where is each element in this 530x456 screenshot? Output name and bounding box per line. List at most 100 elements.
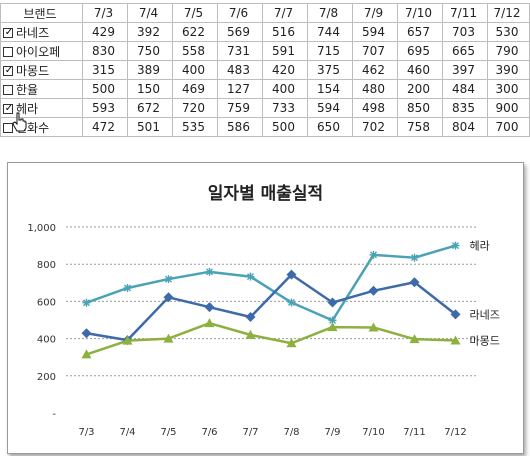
brand-label: 마몽드 — [16, 63, 50, 78]
data-point — [204, 318, 215, 328]
value-cell[interactable]: 790 — [487, 41, 530, 61]
value-cell[interactable]: 569 — [217, 22, 263, 42]
value-cell[interactable]: 731 — [217, 41, 263, 61]
value-cell[interactable]: 315 — [82, 60, 128, 80]
value-cell[interactable]: 397 — [442, 60, 488, 80]
value-cell[interactable]: 707 — [352, 41, 398, 61]
brand-cell: 라네즈 — [0, 22, 83, 42]
value-cell[interactable]: 150 — [127, 79, 173, 99]
value-cell[interactable]: 593 — [82, 98, 128, 118]
value-cell[interactable]: 127 — [217, 79, 263, 99]
data-point — [246, 272, 255, 281]
value-cell[interactable]: 900 — [487, 98, 530, 118]
header-date: 7/7 — [262, 3, 308, 23]
data-point — [410, 253, 419, 262]
value-cell[interactable]: 200 — [397, 79, 443, 99]
value-cell[interactable]: 472 — [82, 117, 128, 137]
header-date: 7/5 — [172, 3, 218, 23]
value-cell[interactable]: 500 — [82, 79, 128, 99]
data-point — [409, 277, 420, 288]
header-date: 7/11 — [442, 3, 488, 23]
value-cell[interactable]: 516 — [262, 22, 308, 42]
series-label: 헤라 — [470, 240, 490, 253]
value-cell[interactable]: 804 — [442, 117, 488, 137]
brand-checkbox[interactable] — [3, 27, 14, 38]
value-cell[interactable]: 586 — [217, 117, 263, 137]
value-cell[interactable]: 594 — [352, 22, 398, 42]
value-cell[interactable]: 500 — [262, 117, 308, 137]
value-cell[interactable]: 672 — [127, 98, 173, 118]
value-cell[interactable]: 835 — [442, 98, 488, 118]
header-date: 7/12 — [487, 3, 530, 23]
value-cell[interactable]: 695 — [397, 41, 443, 61]
value-cell[interactable]: 650 — [307, 117, 353, 137]
value-cell[interactable]: 480 — [352, 79, 398, 99]
data-point — [287, 298, 296, 307]
value-cell[interactable]: 622 — [172, 22, 218, 42]
x-tick-label: 7/3 — [78, 427, 94, 438]
brand-checkbox[interactable] — [3, 103, 14, 114]
value-cell[interactable]: 558 — [172, 41, 218, 61]
value-cell[interactable]: 535 — [172, 117, 218, 137]
value-cell[interactable]: 850 — [397, 98, 443, 118]
value-cell[interactable]: 758 — [397, 117, 443, 137]
brand-checkbox[interactable] — [3, 46, 13, 57]
header-date: 7/4 — [127, 3, 173, 23]
value-cell[interactable]: 703 — [442, 22, 488, 42]
value-cell[interactable]: 483 — [217, 60, 263, 80]
data-point — [327, 297, 338, 308]
value-cell[interactable]: 462 — [352, 60, 398, 80]
value-cell[interactable]: 390 — [487, 60, 530, 80]
value-cell[interactable]: 469 — [172, 79, 218, 99]
value-cell[interactable]: 750 — [127, 41, 173, 61]
header-date: 7/3 — [82, 3, 128, 23]
value-cell[interactable]: 429 — [82, 22, 128, 42]
value-cell[interactable]: 733 — [262, 98, 308, 118]
chart-title: 일자별 매출실적 — [207, 184, 324, 204]
table-row: 설화수 472 501 535 586 500 650 702 758 804 700 — [0, 117, 530, 137]
value-cell[interactable]: 657 — [397, 22, 443, 42]
brand-checkbox[interactable] — [3, 84, 13, 95]
value-cell[interactable]: 530 — [487, 22, 530, 42]
value-cell[interactable]: 744 — [307, 22, 353, 42]
value-cell[interactable]: 715 — [307, 41, 353, 61]
data-point — [409, 334, 420, 344]
value-cell[interactable]: 591 — [262, 41, 308, 61]
data-point — [205, 267, 214, 276]
value-cell[interactable]: 665 — [442, 41, 488, 61]
data-point — [368, 285, 379, 296]
value-cell[interactable]: 700 — [487, 117, 530, 137]
value-cell[interactable]: 498 — [352, 98, 398, 118]
data-point — [123, 284, 132, 293]
value-cell[interactable]: 484 — [442, 79, 488, 99]
header-row: 브랜드 7/3 7/4 7/5 7/6 7/7 7/8 7/9 7/10 7/11 7/12 — [0, 3, 530, 23]
value-cell[interactable]: 375 — [307, 60, 353, 80]
series-헤라: 헤라 — [82, 240, 490, 325]
value-cell[interactable]: 400 — [262, 79, 308, 99]
value-cell[interactable]: 702 — [352, 117, 398, 137]
y-tick-label: - — [52, 409, 56, 420]
table-row: 한율 500 150 469 127 400 154 480 200 484 300 — [0, 79, 530, 99]
value-cell[interactable]: 594 — [307, 98, 353, 118]
value-cell[interactable]: 392 — [127, 22, 173, 42]
value-cell[interactable]: 501 — [127, 117, 173, 137]
value-cell[interactable]: 759 — [217, 98, 263, 118]
series-label: 마몽드 — [470, 334, 500, 347]
header-brand: 브랜드 — [0, 3, 83, 23]
series-line — [86, 244, 456, 322]
brand-label: 한율 — [16, 82, 39, 97]
value-cell[interactable]: 154 — [307, 79, 353, 99]
value-cell[interactable]: 830 — [82, 41, 128, 61]
x-tick-label: 7/7 — [242, 427, 258, 438]
value-cell[interactable]: 389 — [127, 60, 173, 80]
series-line — [86, 273, 457, 342]
value-cell[interactable]: 720 — [172, 98, 218, 118]
value-cell[interactable]: 400 — [172, 60, 218, 80]
value-cell[interactable]: 420 — [262, 60, 308, 80]
value-cell[interactable]: 460 — [397, 60, 443, 80]
value-cell[interactable]: 300 — [487, 79, 530, 99]
brand-label: 라네즈 — [16, 25, 50, 40]
brand-checkbox[interactable] — [3, 65, 14, 76]
brand-checkbox[interactable] — [3, 122, 13, 133]
